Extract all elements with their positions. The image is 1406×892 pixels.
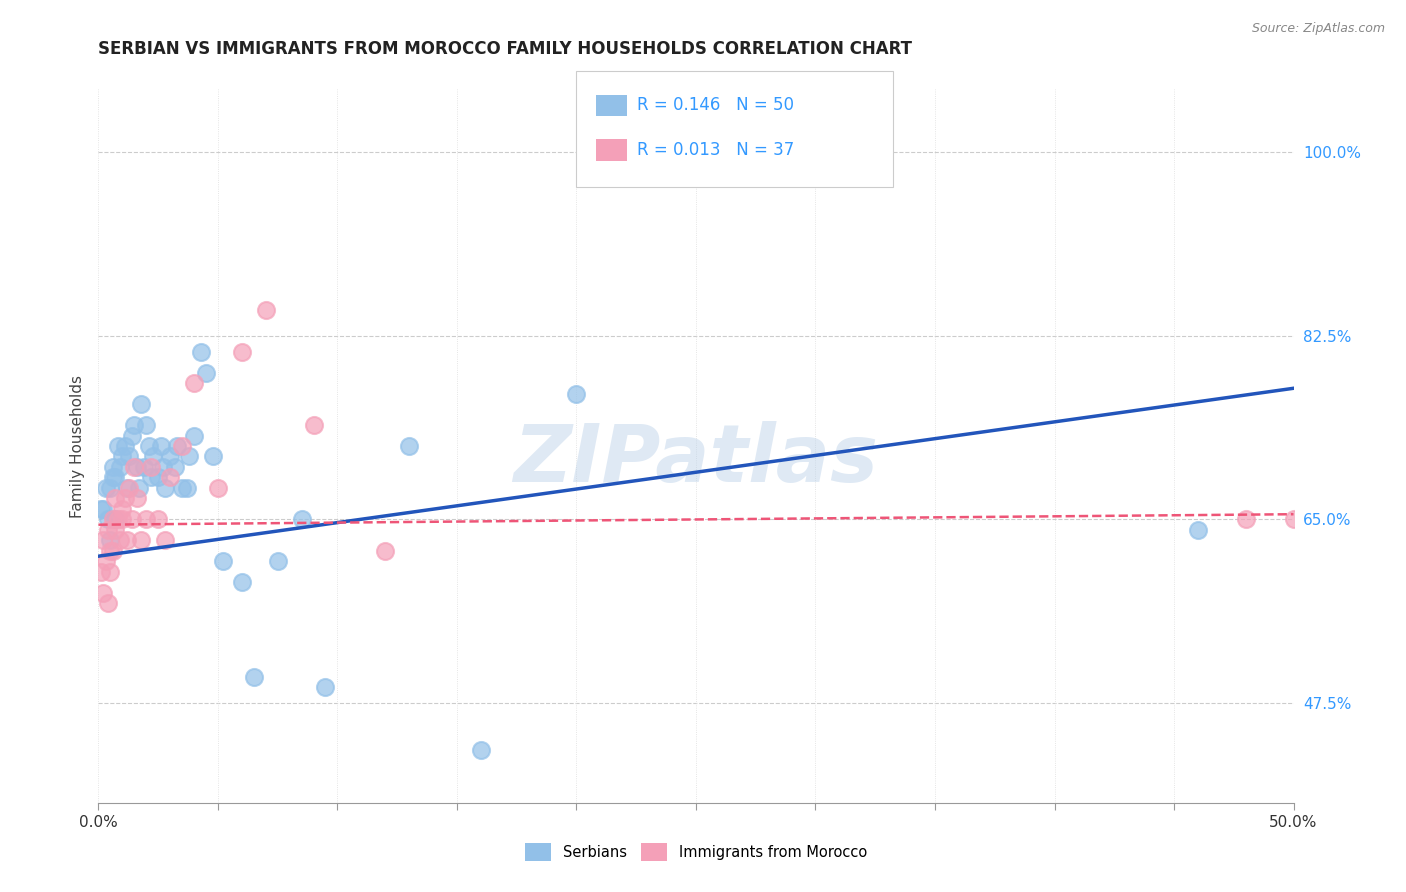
Text: ZIPatlas: ZIPatlas: [513, 421, 879, 500]
Point: [155, 533, 177, 548]
Point: [152, 460, 174, 475]
Point: [172, 439, 194, 453]
Point: [155, 481, 177, 495]
Legend: Serbians, Immigrants from Morocco: Serbians, Immigrants from Morocco: [519, 838, 873, 867]
Point: [104, 470, 127, 484]
Point: [111, 512, 134, 526]
Point: [148, 470, 170, 484]
Point: [565, 386, 588, 401]
Text: Source: ZipAtlas.com: Source: ZipAtlas.com: [1251, 22, 1385, 36]
Point: [101, 512, 124, 526]
Point: [91, 586, 114, 600]
Point: [195, 366, 218, 380]
Point: [98, 481, 122, 495]
Point: [101, 470, 124, 484]
Point: [115, 533, 138, 548]
Point: [202, 450, 225, 464]
Point: [374, 544, 396, 558]
Point: [104, 523, 127, 537]
Point: [1234, 512, 1257, 526]
Point: [132, 460, 155, 475]
Point: [190, 344, 212, 359]
Point: [231, 344, 253, 359]
Point: [98, 565, 122, 579]
Point: [254, 302, 277, 317]
Point: [179, 450, 201, 464]
Point: [104, 491, 127, 506]
Point: [166, 439, 188, 453]
Point: [125, 491, 148, 506]
Point: [90, 565, 112, 579]
Point: [231, 575, 253, 590]
Point: [159, 470, 181, 484]
Point: [135, 417, 157, 432]
Point: [124, 460, 146, 475]
Point: [121, 428, 143, 442]
Point: [118, 450, 141, 464]
Point: [139, 470, 162, 484]
Point: [94, 554, 117, 568]
Point: [108, 460, 131, 475]
Point: [243, 670, 266, 684]
Point: [131, 397, 153, 411]
Point: [101, 460, 124, 475]
Point: [97, 523, 120, 537]
Point: [115, 481, 138, 495]
Point: [97, 512, 120, 526]
Point: [470, 743, 492, 757]
Text: SERBIAN VS IMMIGRANTS FROM MOROCCO FAMILY HOUSEHOLDS CORRELATION CHART: SERBIAN VS IMMIGRANTS FROM MOROCCO FAMIL…: [98, 40, 912, 58]
Point: [176, 481, 198, 495]
Point: [121, 512, 143, 526]
Point: [91, 533, 114, 548]
Point: [125, 460, 148, 475]
Point: [97, 596, 120, 610]
Point: [398, 439, 420, 453]
Text: R = 0.146   N = 50: R = 0.146 N = 50: [637, 96, 794, 114]
Point: [142, 450, 165, 464]
Point: [291, 512, 314, 526]
Point: [90, 502, 112, 516]
Point: [131, 533, 153, 548]
Point: [1282, 512, 1305, 526]
Point: [111, 450, 134, 464]
Point: [124, 417, 146, 432]
Y-axis label: Family Households: Family Households: [69, 375, 84, 517]
Point: [91, 502, 114, 516]
Point: [172, 481, 194, 495]
Point: [211, 554, 233, 568]
Point: [114, 491, 136, 506]
Point: [98, 544, 122, 558]
Point: [111, 502, 134, 516]
Point: [1187, 523, 1209, 537]
Point: [135, 512, 157, 526]
Text: R = 0.013   N = 37: R = 0.013 N = 37: [637, 141, 794, 159]
Point: [98, 533, 122, 548]
Point: [107, 439, 129, 453]
Point: [207, 481, 229, 495]
Point: [104, 512, 127, 526]
Point: [267, 554, 290, 568]
Point: [163, 460, 186, 475]
Point: [128, 481, 150, 495]
Point: [315, 681, 337, 695]
Point: [159, 450, 181, 464]
Point: [101, 544, 124, 558]
Point: [108, 533, 131, 548]
Point: [107, 512, 129, 526]
Point: [302, 417, 325, 432]
Point: [183, 428, 205, 442]
Point: [183, 376, 205, 390]
Point: [139, 460, 162, 475]
Point: [148, 512, 170, 526]
Point: [118, 481, 141, 495]
Point: [149, 439, 172, 453]
Point: [94, 481, 117, 495]
Point: [138, 439, 160, 453]
Point: [114, 439, 136, 453]
